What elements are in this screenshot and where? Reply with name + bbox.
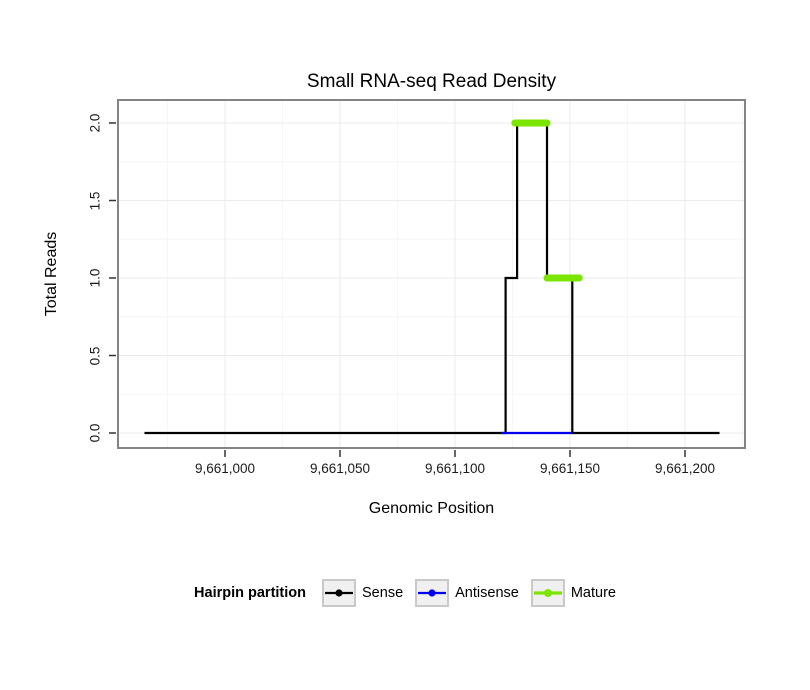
legend: Hairpin partition Sense Antisense Mature <box>0 579 810 607</box>
x-tick-label: 9,661,100 <box>424 461 486 476</box>
legend-item-antisense: Antisense <box>415 579 519 607</box>
x-tick-label: 9,661,050 <box>309 461 371 476</box>
x-tick-label: 9,661,000 <box>194 461 256 476</box>
legend-key-antisense <box>415 579 450 607</box>
legend-key-mature <box>530 579 565 607</box>
legend-key-sense <box>322 579 357 607</box>
legend-label-antisense: Antisense <box>455 585 519 601</box>
chart-title: Small RNA-seq Read Density <box>306 71 557 92</box>
y-tick-label: 0.5 <box>87 346 103 365</box>
legend-label-mature: Mature <box>570 585 616 601</box>
legend-title: Hairpin partition <box>194 585 307 601</box>
y-tick-label: 2.0 <box>87 113 103 133</box>
y-axis-label: Total Reads <box>43 231 60 317</box>
legend-item-mature: Mature <box>530 579 616 607</box>
legend-label-sense: Sense <box>362 585 404 601</box>
x-tick-label: 9,661,150 <box>539 461 601 476</box>
y-tick-label: 1.5 <box>87 191 103 210</box>
x-tick-label: 9,661,200 <box>654 461 716 476</box>
y-tick-label: 0.0 <box>87 423 103 443</box>
x-axis-label: Genomic Position <box>368 500 495 517</box>
y-tick-label: 1.0 <box>87 268 103 288</box>
legend-item-sense: Sense <box>322 579 403 607</box>
